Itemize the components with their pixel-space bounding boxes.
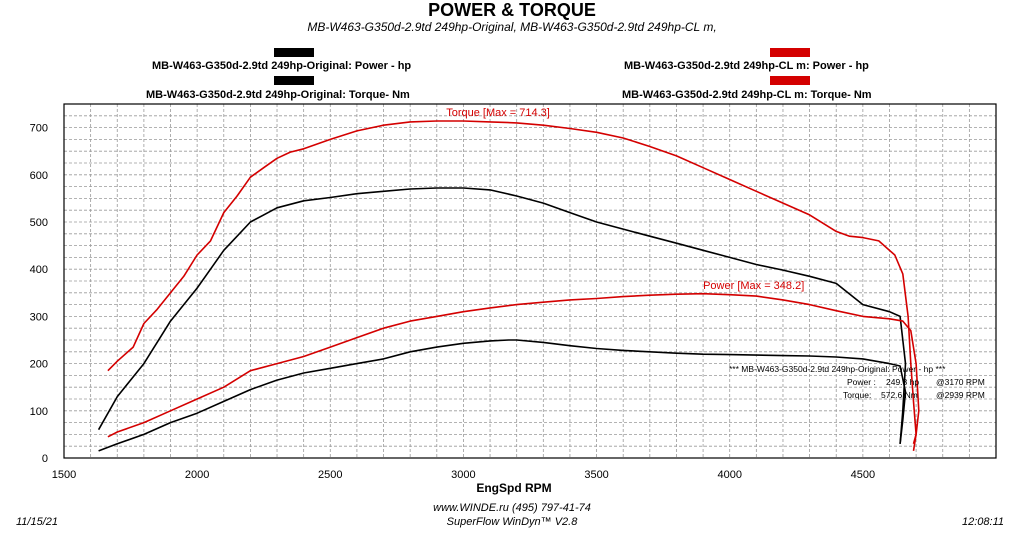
tick-labels: 1500 2000 2500 3000 3500 4000 4500 0 100 200 300 40… (30, 123, 875, 481)
legend-label-cl-power: MB-W463-G350d-2.9td 249hp-CL m: Power - … (624, 60, 869, 72)
y-tick-label: 700 (30, 123, 48, 135)
x-tick-label: 2000 (185, 469, 209, 481)
chart-title: POWER & TORQUE (428, 0, 596, 20)
x-axis-label: EngSpd RPM (476, 481, 551, 495)
footer-time: 12:08:11 (962, 516, 1005, 528)
summary-torque-label: Torque: (843, 390, 871, 400)
chart-subtitle: MB-W463-G350d-2.9td 249hp-Original, MB-W… (307, 20, 717, 34)
x-tick-label: 4500 (851, 469, 875, 481)
summary-box: *** MB-W463-G350d-2.9td 249hp-Original: … (729, 364, 985, 400)
legend-swatch-original-power (274, 48, 314, 57)
legend-label-original-torque: MB-W463-G350d-2.9td 249hp-Original: Torq… (146, 89, 410, 101)
footer-software: SuperFlow WinDyn™ V2.8 (446, 516, 578, 528)
annotations: Torque [Max = 714.3] Power [Max = 348.2] (446, 107, 804, 292)
x-tick-label: 3500 (584, 469, 608, 481)
summary-header: *** MB-W463-G350d-2.9td 249hp-Original: … (729, 364, 946, 374)
y-tick-label: 500 (30, 217, 48, 229)
x-tick-label: 1500 (52, 469, 76, 481)
x-tick-label: 3000 (451, 469, 475, 481)
plot-frame (63, 103, 997, 459)
legend-label-cl-torque: MB-W463-G350d-2.9td 249hp-CL m: Torque- … (622, 89, 872, 101)
summary-torque-rpm: @2939 RPM (936, 390, 985, 400)
summary-power-value: 249.8 hp (886, 377, 919, 387)
x-tick-label: 4000 (717, 469, 741, 481)
y-tick-label: 600 (30, 170, 48, 182)
y-tick-label: 400 (30, 264, 48, 276)
legend-swatch-cl-torque (770, 76, 810, 85)
series-lines (97, 120, 920, 452)
footer-date: 11/15/21 (16, 516, 59, 528)
summary-power-label: Power : (847, 377, 876, 387)
summary-torque-value: 572.6 Nm (881, 390, 918, 400)
annotation-1: Torque [Max = 714.3] (446, 107, 550, 119)
summary-power-rpm: @3170 RPM (936, 377, 985, 387)
y-tick-label: 300 (30, 311, 48, 323)
annotation-2: Power [Max = 348.2] (703, 280, 804, 292)
y-tick-label: 200 (30, 359, 48, 371)
series-line-2 (97, 187, 907, 444)
footer-url: www.WINDE.ru (495) 797-41-74 (433, 502, 591, 514)
series-line-3 (107, 292, 920, 445)
series-line-1 (107, 120, 917, 452)
y-tick-label: 100 (30, 406, 48, 418)
legend-swatch-original-torque (274, 76, 314, 85)
grid-lines (64, 104, 996, 458)
y-tick-label: 0 (42, 453, 48, 465)
legend-label-original-power: MB-W463-G350d-2.9td 249hp-Original: Powe… (152, 60, 412, 72)
legend-swatch-cl-power (770, 48, 810, 57)
x-tick-label: 2500 (318, 469, 342, 481)
series-line-4 (98, 339, 907, 452)
